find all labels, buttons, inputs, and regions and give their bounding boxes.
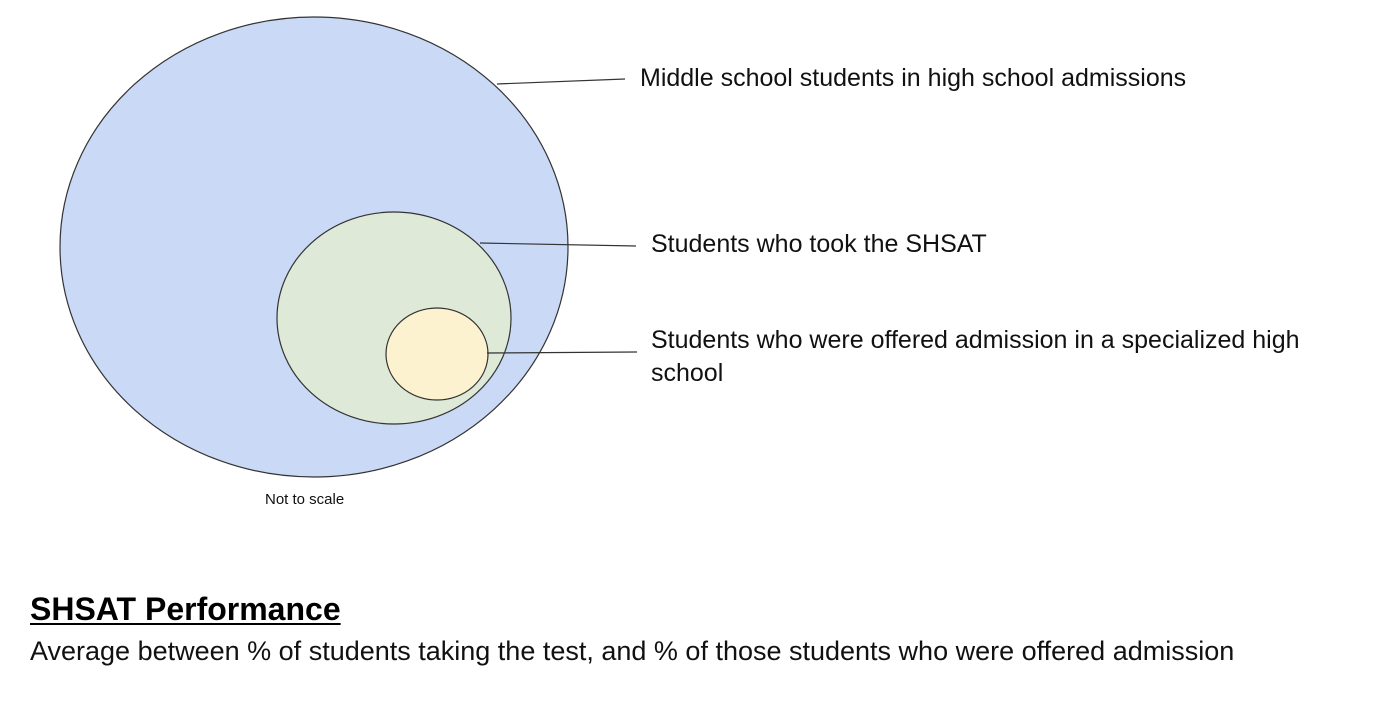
outer-leader-line: [496, 78, 626, 85]
inner-leader-line: [486, 351, 638, 354]
section-description: Average between % of students taking the…: [30, 636, 1235, 666]
scale-note: Not to scale: [265, 491, 345, 508]
section-title: SHSAT Performance: [30, 591, 341, 627]
middle-leader-line: [479, 242, 637, 247]
middle-set-label: Students who took the SHSAT: [651, 230, 987, 258]
middle-set-ellipse: [276, 211, 512, 425]
inner-set-ellipse: [385, 307, 489, 401]
outer-set-label: Middle school students in high school ad…: [640, 64, 1187, 92]
inner-set-label: Students who were offered admission in a…: [651, 326, 1300, 387]
